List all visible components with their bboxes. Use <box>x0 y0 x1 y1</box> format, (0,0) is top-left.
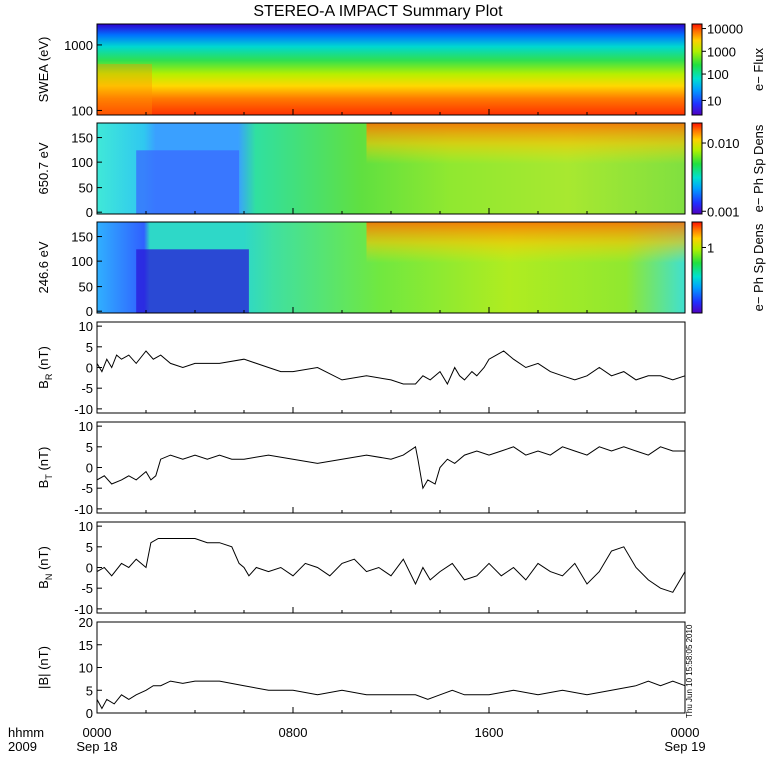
colorbar-label: e− Flux <box>751 48 766 91</box>
br-ylabel: BR (nT) <box>36 346 54 389</box>
year-label: 2009 <box>8 739 37 754</box>
y-tick-label: 0 <box>86 461 93 476</box>
y-tick-label: 5 <box>86 683 93 698</box>
panel-bn: 10 5 0 -5 -10 BN (nT) <box>36 519 686 617</box>
y-tick-label: 5 <box>86 340 93 355</box>
y-tick-label: -10 <box>74 402 93 417</box>
bn-frame <box>96 521 686 614</box>
br-frame <box>96 321 686 414</box>
time-label: hhmm <box>8 725 44 740</box>
panel-swea: 10000 1000 100 10 e− Flux 1000 100 SWEA (eV) <box>36 22 766 119</box>
panel-br: 10 5 0 -5 -10 BR (nT) <box>36 319 686 417</box>
x-tick-label: 1600 <box>475 725 504 740</box>
y-tick-label: 50 <box>79 181 93 196</box>
bt-ylabel: BT (nT) <box>36 447 54 489</box>
colorbar-tick-label: 10000 <box>707 22 743 37</box>
y-tick-label: -5 <box>81 481 93 496</box>
y-tick-label: 100 <box>71 155 93 170</box>
swea-colorbar <box>691 23 703 116</box>
y-tick-label: 5 <box>86 540 93 555</box>
x-tick-label: 0800 <box>279 725 308 740</box>
bt-trace <box>96 445 685 490</box>
swea-ylabel: SWEA (eV) <box>36 37 51 103</box>
pad_650-warm-region <box>366 123 685 164</box>
panel-bmag: 20 15 10 5 0 |B| (nT) <box>36 615 686 721</box>
panel-pad_246: 1 e− Ph Sp Dens 150 100 50 0 246.6 eV <box>36 221 766 319</box>
panel-bt: 10 5 0 -5 -10 BT (nT) <box>36 419 686 517</box>
pad_246-colorbar <box>691 221 703 314</box>
colorbar-tick-label: 10 <box>707 93 721 108</box>
y-tick-label: -10 <box>74 602 93 617</box>
y-tick-label: 10 <box>79 519 93 534</box>
y-tick-label: 0 <box>86 361 93 376</box>
y-tick-label: 10 <box>79 661 93 676</box>
y-tick-label: -5 <box>81 581 93 596</box>
pad_246-dropout <box>136 249 249 313</box>
bt-frame <box>96 421 686 514</box>
y-tick-label: 100 <box>71 254 93 269</box>
pad_650-dropout <box>136 150 240 214</box>
x-tick-sublabel: Sep 18 <box>76 739 117 754</box>
y-tick-label: 1000 <box>64 38 93 53</box>
plot-timestamp: Thu Jun 10 15:58:05 2010 <box>685 624 694 718</box>
colorbar-tick-label: 1 <box>707 240 714 255</box>
y-tick-label: -10 <box>74 502 93 517</box>
bn-ylabel: BN (nT) <box>36 546 54 589</box>
colorbar-label: e− Ph Sp Dens <box>751 124 766 212</box>
swea-spectrogram <box>97 24 685 115</box>
pad_650-ylabel: 650.7 eV <box>36 142 51 194</box>
pad_650-colorbar <box>691 122 703 215</box>
colorbar-label: e− Ph Sp Dens <box>751 223 766 311</box>
plot-title: STEREO-A IMPACT Summary Plot <box>253 3 503 20</box>
bmag-frame <box>96 621 686 714</box>
colorbar-tick-label: 0.001 <box>707 204 740 219</box>
y-tick-label: 100 <box>71 103 93 118</box>
bmag-ylabel: |B| (nT) <box>36 646 51 689</box>
y-tick-label: 150 <box>71 230 93 245</box>
y-tick-label: 0 <box>86 561 93 576</box>
colorbar-tick-label: 100 <box>707 67 729 82</box>
colorbar-tick-label: 1000 <box>707 44 736 59</box>
y-tick-label: 10 <box>79 419 93 434</box>
y-tick-label: 15 <box>79 638 93 653</box>
y-tick-label: 0 <box>86 304 93 319</box>
x-tick-label: 0000 <box>83 725 112 740</box>
y-tick-label: 5 <box>86 440 93 455</box>
x-tick-sublabel: Sep 19 <box>664 739 705 754</box>
bmag-trace <box>96 680 686 710</box>
swea-band <box>97 64 152 115</box>
x-tick-label: 0000 <box>671 725 700 740</box>
panel-pad_650: 0.010 0.001 e− Ph Sp Dens 150 100 50 0 650.7 eV <box>36 122 766 220</box>
y-tick-label: -5 <box>81 381 93 396</box>
bn-trace <box>96 538 686 593</box>
br-trace <box>96 350 686 386</box>
y-tick-label: 0 <box>86 706 93 721</box>
y-tick-label: 10 <box>79 319 93 334</box>
pad_246-warm-region <box>366 222 685 263</box>
y-tick-label: 150 <box>71 131 93 146</box>
y-tick-label: 0 <box>86 205 93 220</box>
pad_246-ylabel: 246.6 eV <box>36 241 51 293</box>
y-tick-label: 50 <box>79 280 93 295</box>
colorbar-tick-label: 0.010 <box>707 136 740 151</box>
y-tick-label: 20 <box>79 615 93 630</box>
